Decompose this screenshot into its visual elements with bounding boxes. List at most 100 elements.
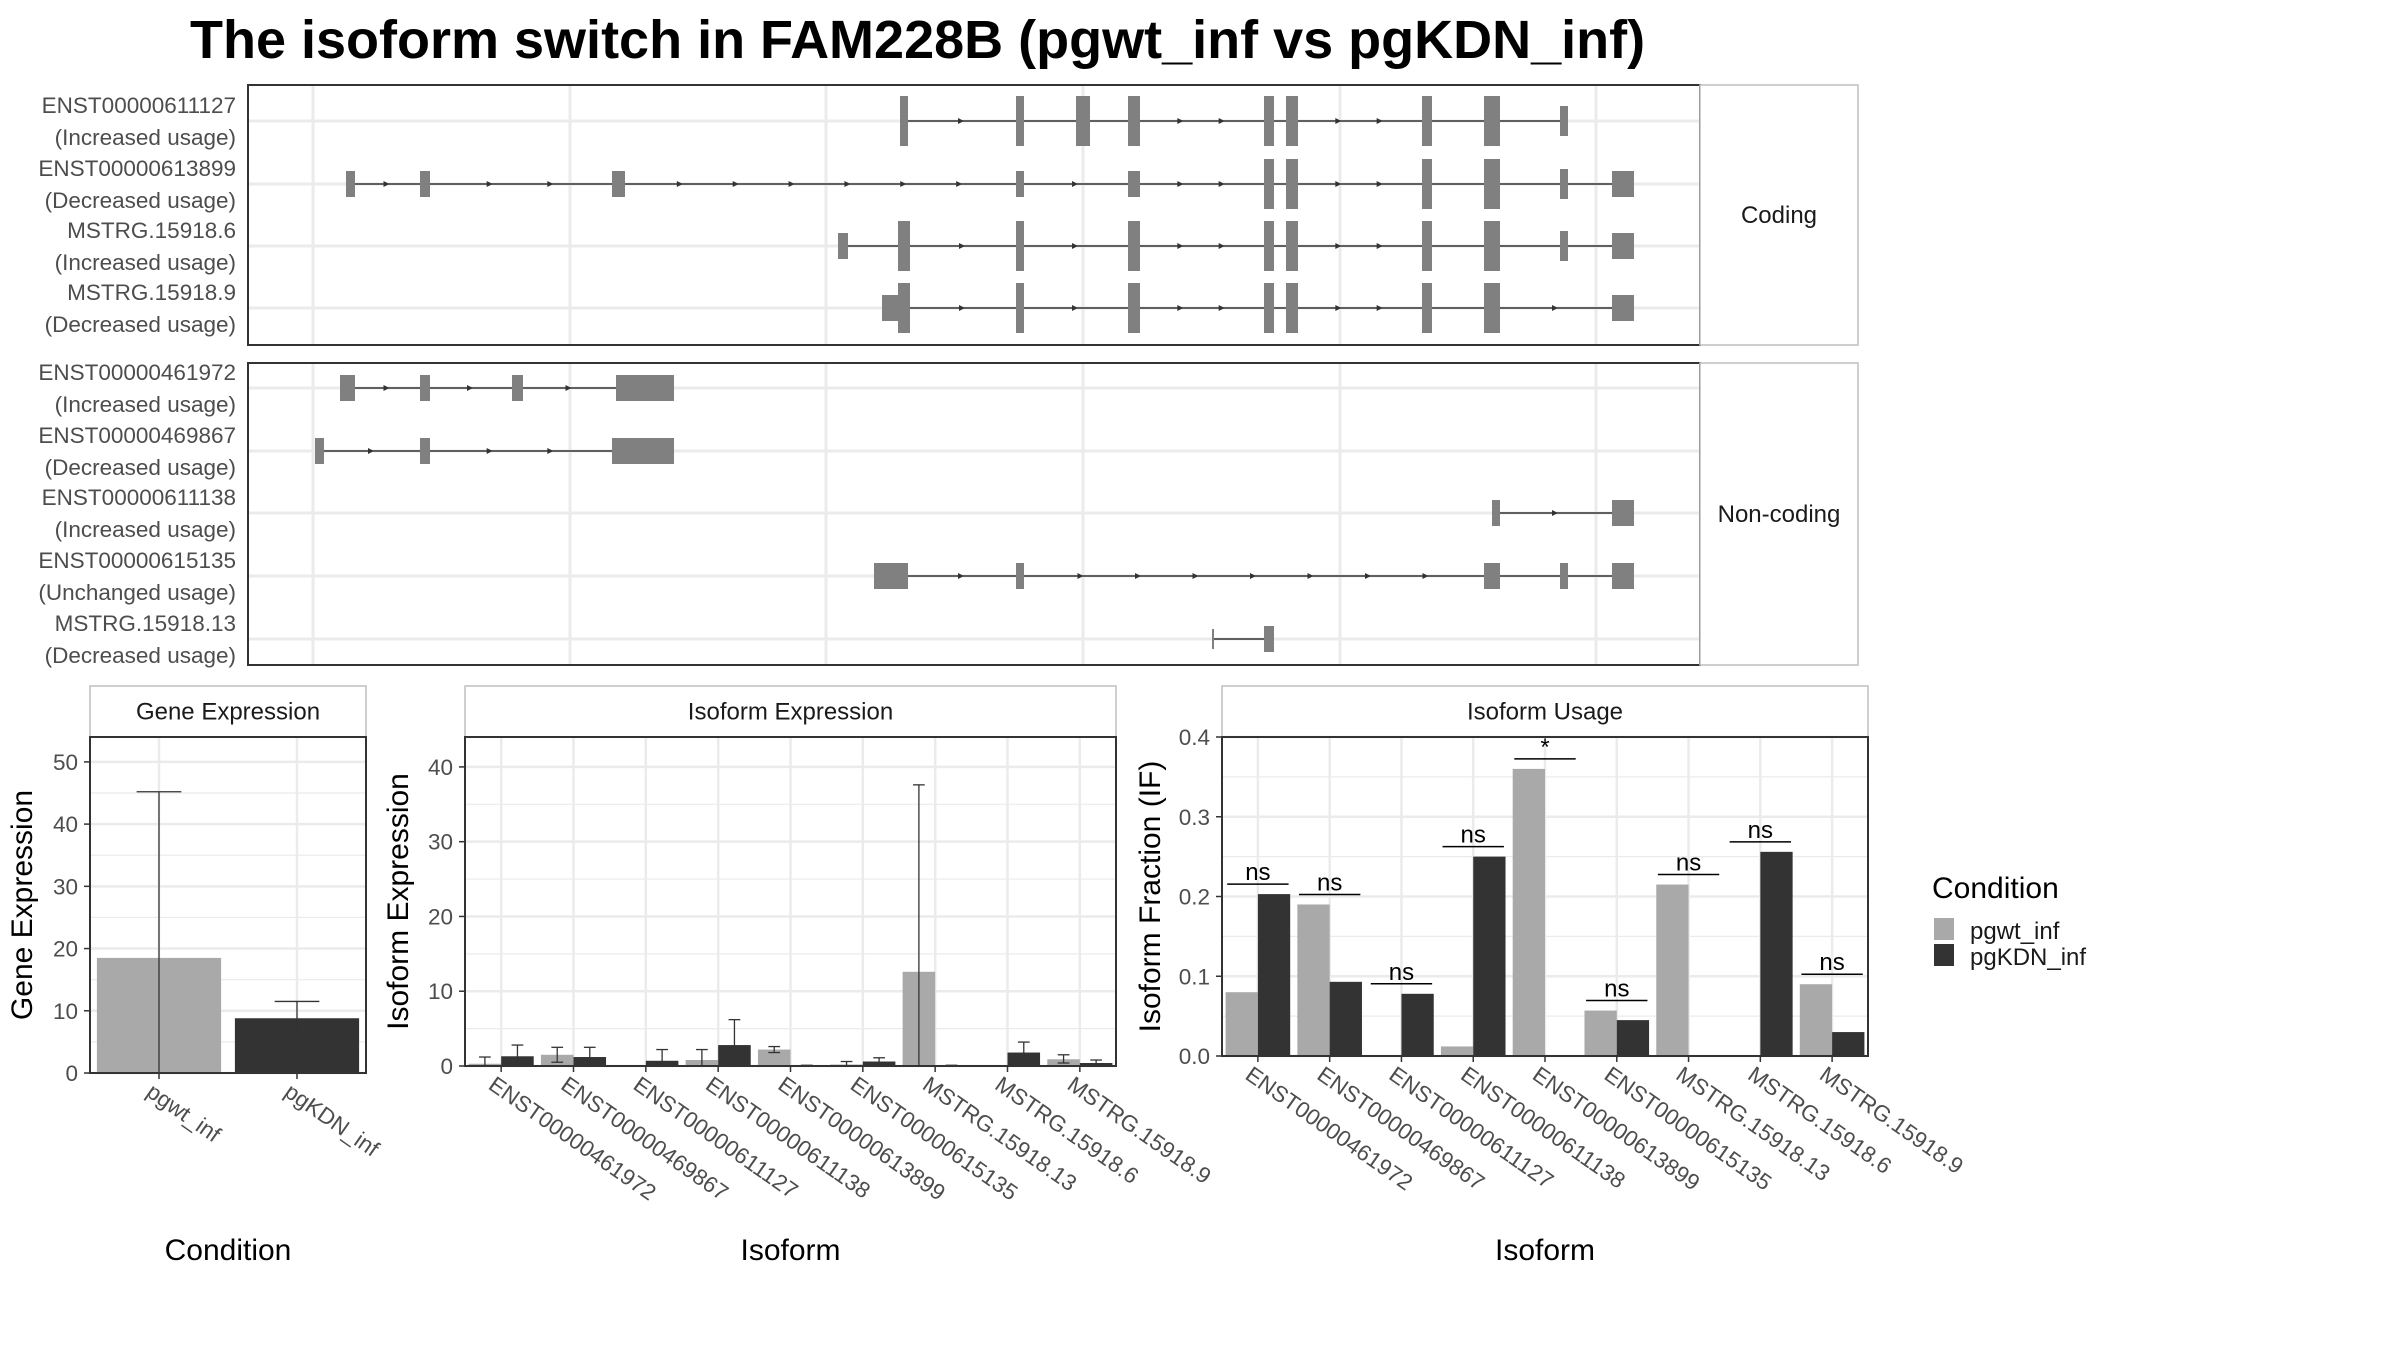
x-tick-label: pgwt_inf [142, 1079, 226, 1148]
panel-strip [1221, 685, 1869, 738]
intron-arrow [956, 181, 963, 187]
intron-arrow [1177, 243, 1184, 249]
intron-arrow [788, 181, 795, 187]
exon-block [1016, 563, 1024, 589]
y-tick-label: 30 [53, 874, 78, 899]
intron-arrow [486, 448, 493, 454]
y-tick-label: 0.0 [1179, 1044, 1210, 1069]
bar-pgwt_inf [1584, 1010, 1617, 1056]
exon-block [900, 96, 908, 146]
exon-block [1128, 283, 1140, 333]
exon-block [1128, 171, 1140, 197]
transcript-id-label: MSTRG.15918.13 [55, 611, 236, 636]
exon-block [1286, 221, 1298, 271]
transcript-panels: Coding ENST00000611127 (Increased usage) EN… [38, 84, 1859, 668]
transcript-id-label: MSTRG.15918.6 [67, 218, 236, 243]
exon-block [340, 375, 355, 401]
intron-arrow [383, 385, 390, 391]
intron-arrow [565, 385, 572, 391]
exon-block [315, 438, 324, 464]
intron-arrow [1376, 243, 1383, 249]
legend: Condition pgwt_inf pgKDN_inf [1932, 872, 2086, 971]
transcript-id-label: ENST00000611138 [42, 485, 236, 510]
intron-arrow [844, 181, 851, 187]
exon-block [1264, 626, 1274, 652]
exon-block [512, 375, 523, 401]
intron-arrow [547, 448, 554, 454]
intron-arrow [383, 181, 390, 187]
transcript-usage-label: (Unchanged usage) [38, 580, 236, 605]
y-tick-label: 20 [53, 937, 78, 962]
exon-block [420, 171, 430, 197]
y-tick-label: 40 [428, 755, 453, 780]
exon-block [1016, 283, 1024, 333]
panel-strip-label: Isoform Expression [688, 699, 893, 726]
exon-block [612, 171, 625, 197]
exon-block [874, 563, 908, 589]
exon-block [1422, 221, 1432, 271]
exon-block [1612, 171, 1634, 197]
exon-block [616, 375, 674, 401]
significance-label: * [1540, 734, 1549, 761]
exon-block [1560, 563, 1568, 589]
bar-pgKDN_inf [1329, 981, 1362, 1056]
intron-arrow [732, 181, 739, 187]
intron-arrow [1072, 181, 1078, 187]
significance-label: ns [1604, 976, 1629, 1003]
intron-arrow [959, 305, 965, 311]
transcript-usage-label: (Decreased usage) [45, 455, 236, 480]
exon-block [1016, 96, 1024, 146]
significance-label: ns [1676, 850, 1701, 877]
intron-arrow [1218, 118, 1225, 124]
intron-arrow [1218, 181, 1225, 187]
intron-arrow [1177, 305, 1184, 311]
y-tick-label: 20 [428, 904, 453, 929]
bar-pgKDN_inf [1257, 894, 1291, 1056]
exon-block [1076, 96, 1090, 146]
y-tick-label: 0.2 [1179, 885, 1210, 910]
exon-block [1560, 106, 1568, 136]
facet-strip-non-coding [1699, 362, 1859, 666]
isoform-expression-panel: Isoform Expression010203040ENST000004619… [382, 685, 1216, 1267]
intron-arrow [467, 385, 473, 391]
x-tick-label: pgKDN_inf [280, 1079, 384, 1162]
intron-arrow [1335, 181, 1342, 187]
intron-arrow [1250, 573, 1256, 579]
y-tick-label: 10 [53, 999, 78, 1024]
exon-block [898, 221, 910, 271]
exon-block [1264, 221, 1274, 271]
y-tick-label: 0.1 [1179, 964, 1210, 989]
intron-arrow [1192, 573, 1199, 579]
y-tick-label: 30 [428, 830, 453, 855]
x-axis-title: Isoform [740, 1234, 840, 1267]
significance-label: ns [1317, 869, 1342, 896]
legend-label-pgKDN_inf: pgKDN_inf [1970, 944, 2086, 971]
exon-block [420, 375, 430, 401]
exon-block [1612, 500, 1634, 526]
exon-block [1264, 159, 1274, 209]
intron-arrow [1077, 573, 1084, 579]
exon-block [420, 438, 430, 464]
intron-arrow [368, 448, 374, 454]
y-tick-label: 0 [65, 1061, 78, 1086]
intron-arrow [1552, 510, 1558, 516]
intron-arrow [900, 181, 907, 187]
panel-strip-label: Isoform Usage [1467, 699, 1623, 726]
exon-block [1484, 96, 1500, 146]
transcript-id-label: MSTRG.15918.9 [67, 280, 236, 305]
x-axis-title: Condition [165, 1234, 292, 1267]
exon-block [1016, 171, 1024, 197]
bar-pgKDN_inf [1616, 1020, 1650, 1056]
legend-key-pgKDN_inf [1934, 944, 1954, 966]
exon-block [1128, 221, 1140, 271]
intron-arrow [958, 118, 964, 124]
exon-block [1560, 231, 1568, 261]
exon-block [1422, 96, 1432, 146]
exon-block [1264, 283, 1274, 333]
intron-arrow [1218, 305, 1225, 311]
intron-arrow [486, 181, 493, 187]
exon-block [346, 171, 355, 197]
legend-key-pgwt_inf [1934, 918, 1954, 940]
intron-arrow [1552, 305, 1558, 311]
